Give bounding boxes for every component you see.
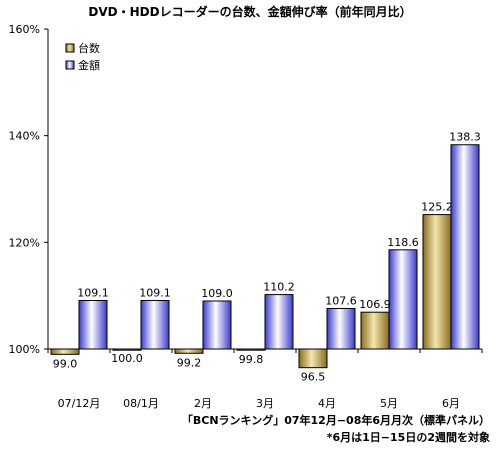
- data-label-amount: 109.1: [77, 286, 109, 299]
- legend-label-amount: 金額: [78, 58, 100, 72]
- x-tick-label: 5月: [380, 397, 398, 410]
- bars-layer: [50, 144, 480, 369]
- data-label-amount: 107.6: [325, 294, 357, 307]
- bar-amount: [202, 300, 232, 350]
- axes-layer: 100% 120% 140% 160%: [9, 23, 483, 356]
- data-label-units: 99.8: [239, 353, 264, 366]
- y-tick-label: 100%: [9, 343, 40, 356]
- bar-amount: [264, 294, 294, 350]
- legend-swatch-units: [65, 43, 75, 53]
- bar-units: [50, 348, 80, 355]
- legend-swatch-amount: [65, 60, 75, 70]
- x-tick-label: 3月: [256, 397, 274, 410]
- x-tick-label: 2月: [194, 397, 212, 410]
- data-label-amount: 118.6: [387, 236, 419, 249]
- bar-amount: [78, 299, 108, 350]
- x-tick-label: 6月: [442, 397, 460, 410]
- bar-units: [174, 348, 204, 354]
- x-tick-label: 4月: [318, 397, 336, 410]
- data-label-units: 99.0: [53, 357, 78, 370]
- chart-title: DVD・HDDレコーダーの台数、金額伸び率（前年同月比）: [88, 5, 412, 19]
- bar-amount: [450, 144, 480, 350]
- x-tick-label: 08/1月: [123, 397, 159, 410]
- bar-units: [298, 348, 328, 369]
- data-label-units: 100.0: [111, 352, 143, 365]
- source-note: 「BCNランキング」07年12月−08年6月月次（標準パネル）: [181, 414, 490, 427]
- period-note: *6月は1日−15日の2週間を対象: [326, 431, 490, 444]
- y-tick-label: 140%: [9, 130, 40, 143]
- legend: 台数 金額: [65, 41, 100, 72]
- data-label-amount: 138.3: [449, 131, 481, 144]
- bar-amount: [326, 307, 356, 350]
- data-label-units: 125.2: [421, 201, 453, 214]
- y-tick-label: 120%: [9, 236, 40, 249]
- y-tick-label: 160%: [9, 23, 40, 36]
- data-label-amount: 109.1: [139, 286, 171, 299]
- legend-label-units: 台数: [78, 41, 100, 55]
- labels-layer: 99.0 109.1 07/12月 100.0 109.1 08/1月 99.2 109.0 2…: [53, 131, 481, 410]
- x-tick-label: 07/12月: [58, 397, 101, 410]
- data-label-units: 96.5: [301, 371, 326, 384]
- data-label-amount: 109.0: [201, 287, 233, 300]
- bar-amount: [140, 299, 170, 350]
- data-label-units: 106.9: [359, 298, 391, 311]
- bar-units: [422, 214, 452, 350]
- data-label-units: 99.2: [177, 356, 202, 369]
- bar-units: [360, 311, 390, 350]
- bar-amount: [388, 249, 418, 350]
- data-label-amount: 110.2: [263, 281, 295, 294]
